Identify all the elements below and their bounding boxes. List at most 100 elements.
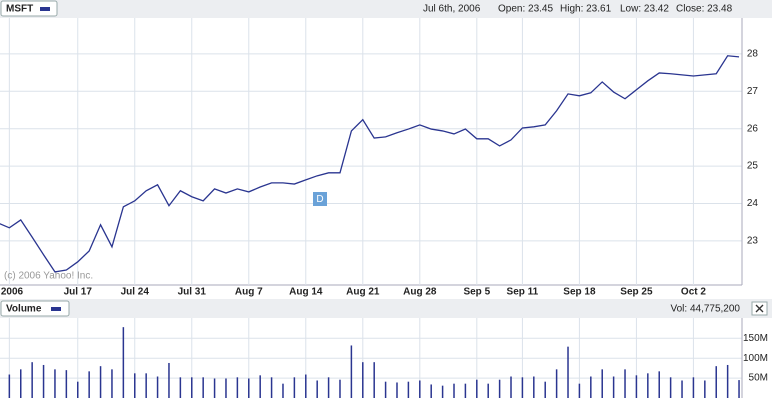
x-axis-strip	[0, 285, 772, 299]
date: Jul 6th, 2006	[423, 4, 481, 15]
volume-bar	[156, 376, 159, 398]
y-tick-label: 24	[747, 198, 759, 209]
x-tick-label: Aug 14	[289, 287, 323, 298]
volume-button[interactable]	[0, 300, 70, 317]
volume-bar	[681, 380, 683, 398]
volume-bar	[305, 374, 307, 398]
y-tick-label: 26	[747, 123, 759, 134]
volume-bar	[54, 369, 56, 398]
y-tick-label: 27	[747, 86, 759, 97]
volume-bar	[316, 380, 318, 398]
y-tick-label: 100M	[743, 353, 768, 364]
volume-bar	[521, 377, 524, 398]
x-tick-label: Sep 11	[507, 287, 539, 298]
volume-bar	[658, 371, 660, 398]
x-tick-label: Jul 31	[178, 287, 207, 298]
volume-bar	[419, 380, 421, 398]
price-line	[0, 55, 740, 273]
x-tick-label: Sep 25	[620, 287, 653, 298]
y-tick-label: 23	[747, 236, 759, 247]
volume-bar	[704, 380, 706, 398]
volume-bar	[555, 369, 558, 398]
dividend-marker	[313, 192, 327, 206]
x-tick-label: Aug 7	[235, 287, 263, 298]
volume-bar	[111, 369, 113, 398]
volume-bar	[726, 364, 729, 398]
x-tick-label: Aug 28	[403, 287, 437, 298]
volume-bar	[293, 377, 296, 398]
low: Low: 23.42	[620, 4, 669, 15]
volume-bar	[99, 366, 102, 398]
symbol-button[interactable]	[0, 0, 58, 17]
volume-bar	[31, 362, 33, 398]
volume-bar	[202, 377, 204, 398]
volume-bar	[88, 371, 90, 398]
volume-bar	[327, 377, 330, 398]
volume-bar	[441, 385, 444, 398]
volume-bar	[8, 374, 11, 398]
volume-bar	[407, 381, 410, 398]
price-panel	[0, 18, 772, 285]
volume-bar	[487, 383, 489, 398]
y-tick-label: 28	[747, 49, 759, 60]
volume-bar	[350, 345, 353, 398]
volume-bar	[236, 377, 239, 398]
copyright: (c) 2006 Yahoo! Inc.	[4, 271, 93, 282]
y-tick-label: 50M	[749, 373, 768, 384]
y-tick-label: 25	[747, 161, 759, 172]
high: High: 23.61	[560, 4, 612, 15]
x-tick-label: Aug 21	[346, 287, 380, 298]
volume-bar	[373, 362, 375, 398]
volume-bar	[567, 346, 569, 398]
volume-bar	[134, 373, 136, 398]
x-tick-label: Jul 17	[64, 287, 93, 298]
volume-bar	[179, 377, 182, 398]
volume-icon	[51, 307, 61, 311]
volume-bar	[65, 370, 68, 398]
volume-title[interactable]: Volume	[6, 304, 42, 315]
symbol[interactable]: MSFT	[6, 4, 33, 15]
volume-bar	[384, 381, 387, 398]
volume-bar	[590, 376, 592, 398]
dividend-label: D	[316, 194, 323, 205]
y-tick-label: 150M	[743, 333, 768, 344]
x-tick-label: Jul 24	[121, 287, 150, 298]
volume-bar	[601, 369, 603, 398]
volume-bar	[282, 383, 284, 398]
volume-bar	[248, 378, 250, 398]
volume-bar	[692, 377, 695, 398]
volume-bar	[738, 380, 740, 398]
volume-bar	[20, 369, 22, 398]
volume-bar	[339, 379, 341, 398]
volume-label: Vol: 44,775,200	[670, 304, 740, 315]
volume-bar	[464, 383, 467, 398]
volume-bar	[647, 373, 649, 398]
volume-bar	[669, 377, 672, 398]
x-tick-label: Oct 2	[681, 287, 706, 298]
volume-bar	[191, 377, 193, 398]
x-tick-label: Sep 18	[563, 287, 596, 298]
volume-bar	[578, 383, 581, 398]
x-tick-label: Sep 5	[463, 287, 490, 298]
volume-bar	[42, 364, 45, 398]
close-icon[interactable]	[755, 304, 764, 313]
volume-bar	[168, 362, 170, 398]
volume-bar	[544, 381, 546, 398]
volume-bar	[213, 378, 216, 398]
volume-bar	[259, 375, 261, 398]
volume-bar	[396, 382, 398, 398]
header-bar	[0, 0, 772, 18]
volume-bar	[476, 379, 478, 398]
volume-bar	[270, 377, 273, 398]
volume-bar	[498, 379, 501, 398]
volume-bar	[635, 375, 638, 398]
volume-bar	[510, 376, 512, 398]
volume-bar	[122, 327, 125, 398]
volume-bar	[453, 383, 455, 398]
volume-bar	[225, 378, 227, 398]
volume-header	[0, 299, 772, 318]
volume-bar	[715, 366, 717, 398]
volume-bar	[430, 384, 432, 398]
